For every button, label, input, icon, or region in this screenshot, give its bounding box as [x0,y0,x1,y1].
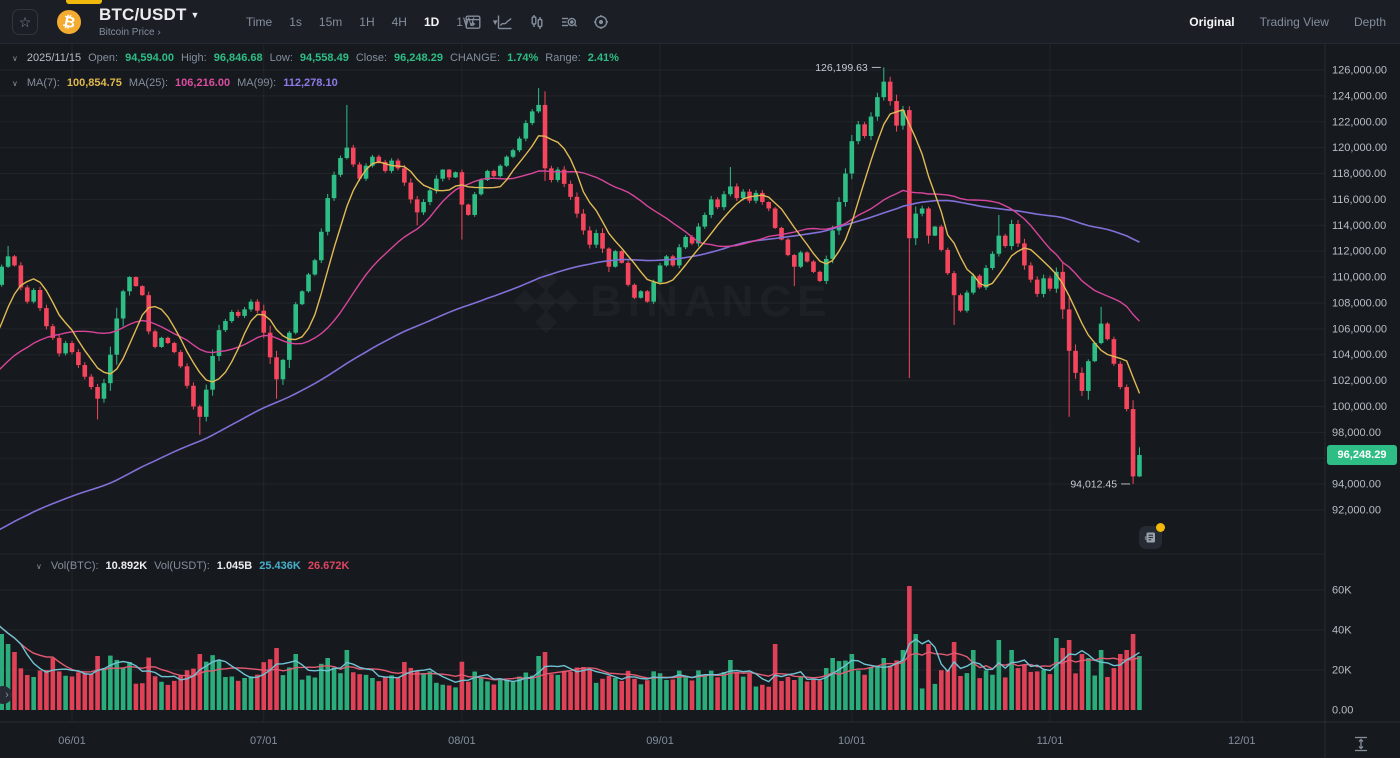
volume-axis-tick: 60K [1332,585,1352,597]
ohlc-label: High: [181,52,207,64]
chevron-down-icon: ▼ [190,10,200,20]
timeframe-1d[interactable]: 1D [423,15,440,29]
view-tab-trading-view[interactable]: Trading View [1259,15,1329,29]
symbol-selector[interactable]: BTC/USDT ▼ [99,5,200,25]
time-axis-tick: 11/01 [1037,735,1064,747]
price-axis-tick: 122,000.00 [1332,116,1387,128]
price-axis-tick: 108,000.00 [1332,297,1387,309]
price-axis-tick: 94,000.00 [1332,479,1381,491]
price-axis-tick: 114,000.00 [1332,220,1386,232]
top-bar: ☆ ₿ BTC/USDT ▼ Bitcoin Price › Time 1s 15m 1… [0,0,1400,44]
time-axis-tick: 08/01 [448,735,476,747]
news-icon [1144,532,1155,543]
low-price-annotation: 94,012.45 [1070,478,1117,490]
price-axis-tick: 112,000.00 [1332,246,1386,258]
timeframe-1s[interactable]: 1s [289,15,302,29]
bitcoin-logo: ₿ [57,10,81,34]
volume-ma-value: 26.672K [307,560,350,572]
binance-watermark: BINANCE [590,277,832,326]
collapse-chevron-icon[interactable]: ∨ [12,78,18,88]
price-axis-tick: 124,000.00 [1332,90,1387,102]
collapse-chevron-icon[interactable]: ∨ [36,561,42,571]
volume-legend: ∨ Vol(BTC): 10.892K Vol(USDT): 1.045B 25.436K… [36,560,349,572]
page-title: BTC/USDT [99,5,187,24]
price-axis-tick: 106,000.00 [1332,323,1387,335]
price-axis-tick: 120,000.00 [1332,142,1387,154]
volume-axis-tick: 0.00 [1332,705,1353,717]
collapse-chevron-icon[interactable]: ∨ [12,53,18,63]
price-axis-tick: 126,000.00 [1332,65,1387,77]
price-axis-tick: 104,000.00 [1332,349,1387,361]
timeframe-4h[interactable]: 4H [391,15,407,29]
price-axis-tick: 98,000.00 [1332,427,1381,439]
timeframe-row: Time 1s 15m 1H 4H 1D 1W ▼ [246,0,499,44]
ohlc-legend: ∨ 2025/11/15 Open: 94,594.00 High: 96,846.68 L… [12,52,619,64]
favorite-button[interactable]: ☆ [12,9,38,35]
timeframe-1w[interactable]: 1W [456,15,475,29]
ohlc-value: 96,248.29 [394,52,443,64]
volume-value: 10.892K [105,560,148,572]
ohlc-value: 96,846.68 [213,52,263,64]
time-axis-tick: 09/01 [646,735,674,747]
volume-axis-tick: 40K [1332,625,1352,637]
ma-label: MA(99): [237,77,277,89]
chart-type-icon[interactable] [496,13,514,31]
pane-expander-button[interactable]: › [0,686,12,704]
ohlc-label: Low: [269,52,293,64]
timeframe-time[interactable]: Time [246,15,273,29]
ohlc-label: CHANGE: [449,52,501,64]
ma-value: 112,278.10 [283,77,338,89]
notification-dot [1156,523,1165,532]
ma-value: 100,854.75 [66,77,122,89]
view-tab-depth[interactable]: Depth [1353,15,1386,29]
high-price-annotation: 126,199.63 [815,62,868,74]
ohlc-value: 1.74% [507,52,539,64]
time-axis-tick: 10/01 [838,735,866,747]
price-axis-tick: 110,000.00 [1332,272,1386,284]
view-tab-original[interactable]: Original [1189,15,1235,29]
timeframe-1h[interactable]: 1H [359,15,375,29]
settings-icon[interactable] [592,13,610,31]
volume-axis-tick: 20K [1332,665,1352,677]
volume-label: Vol(BTC): [50,560,99,572]
symbol-subtitle-link[interactable]: Bitcoin Price › [99,27,161,38]
ohlc-label: Close: [355,52,388,64]
fit-scale-icon [1355,736,1367,752]
ohlc-label: Open: [88,52,119,64]
time-axis-tick: 06/01 [58,735,86,747]
volume-ma-value: 25.436K [259,560,301,572]
price-axis-tick: 102,000.00 [1332,375,1387,387]
timeframe-more-caret[interactable]: ▼ [491,17,500,27]
chart-view-tabs: Original Trading View Depth [1189,0,1386,44]
price-axis-tick: 118,000.00 [1332,168,1386,180]
volume-label: Vol(USDT): [154,560,210,572]
indicators-icon[interactable] [560,13,578,31]
ohlc-value: 94,594.00 [125,52,175,64]
timeframe-15m[interactable]: 15m [318,15,343,29]
active-nav-underline [66,0,102,4]
last-price-badge: 96,248.29 [1327,445,1397,465]
star-icon: ☆ [18,13,32,30]
axis-fit-button[interactable] [1352,735,1370,753]
price-axis-tick: 92,000.00 [1332,504,1381,516]
candle-date: 2025/11/15 [26,52,82,64]
time-axis-tick: 12/01 [1228,735,1256,747]
ohlc-label: Range: [545,52,581,64]
ma-label: MA(25): [128,77,169,89]
ohlc-value: 2.41% [587,52,619,64]
candle-style-icon[interactable] [528,13,546,31]
chart-toolbar [464,0,610,44]
volume-value: 1.045B [216,560,253,572]
ma-legend: ∨ MA(7): 100,854.75 MA(25): 106,216.00 MA(99)… [12,77,338,89]
price-axis-tick: 116,000.00 [1332,194,1386,206]
ma-value: 106,216.00 [175,77,231,89]
price-axis-tick: 100,000.00 [1332,401,1387,413]
interval-edit-icon[interactable] [464,13,482,31]
time-axis-tick: 07/01 [250,735,278,747]
news-marker-button[interactable] [1139,523,1165,549]
ohlc-value: 94,558.49 [299,52,349,64]
ma-label: MA(7): [26,77,60,89]
